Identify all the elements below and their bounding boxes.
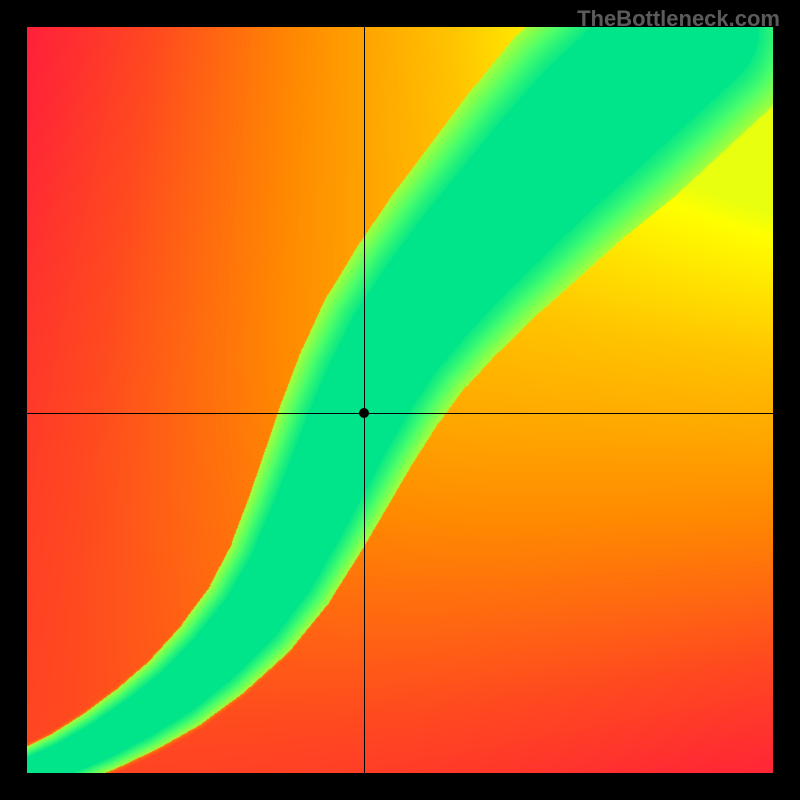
- crosshair-vertical: [364, 27, 365, 773]
- plot-area: [27, 27, 773, 773]
- watermark-text: TheBottleneck.com: [577, 6, 780, 32]
- crosshair-horizontal: [27, 413, 773, 414]
- chart-container: TheBottleneck.com: [0, 0, 800, 800]
- heatmap-canvas: [27, 27, 773, 773]
- crosshair-marker: [359, 408, 369, 418]
